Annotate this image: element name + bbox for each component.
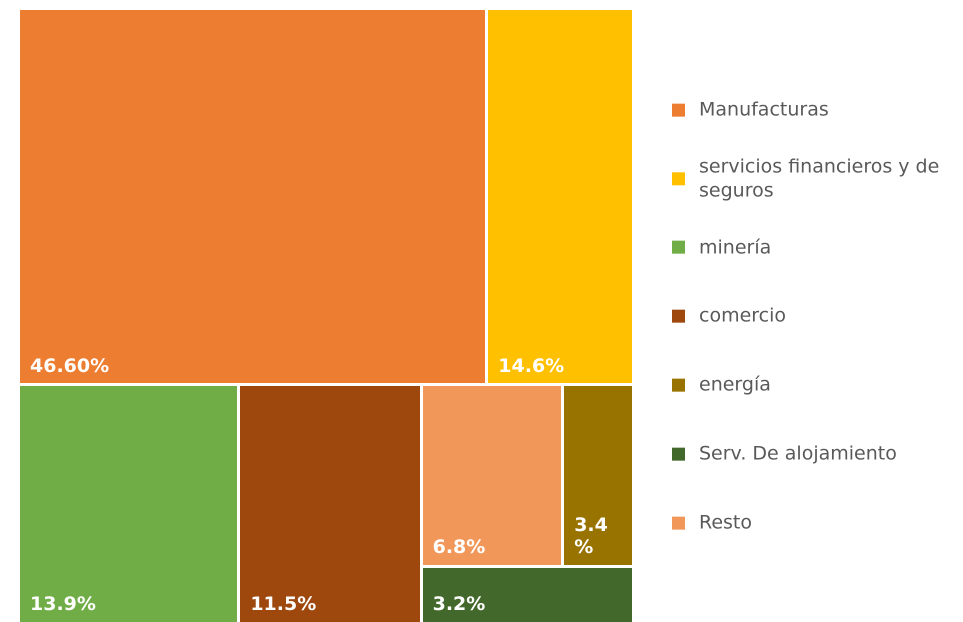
legend-swatch (672, 516, 685, 530)
legend-item: comercio (672, 304, 962, 329)
legend-label: energía (699, 373, 771, 396)
legend-item: Manufacturas (672, 98, 962, 123)
value-label: 3.2% (432, 593, 486, 616)
tile: 46.60% (20, 10, 486, 384)
legend-swatch (672, 447, 685, 461)
legend-label: minería (699, 236, 772, 259)
tile: 3.4 % (564, 386, 632, 565)
value-label: 6.8% (432, 536, 486, 559)
legend-label: Serv. De alojamiento (699, 442, 897, 465)
legend-item: Serv. De alojamiento (672, 442, 962, 467)
legend-item: minería (672, 235, 962, 260)
value-label: 46.60% (30, 354, 110, 377)
value-label: 11.5% (250, 593, 317, 616)
legend-item: energía (672, 373, 962, 398)
legend-label: comercio (699, 305, 787, 328)
legend-swatch (672, 103, 685, 117)
value-label: 13.9% (30, 593, 96, 616)
legend-swatch (672, 241, 685, 255)
legend-swatch (672, 378, 685, 392)
legend-item: Resto (672, 510, 962, 535)
legend-label: Manufacturas (699, 98, 829, 121)
tile: 14.6% (488, 10, 632, 384)
value-label: 14.6% (498, 354, 565, 377)
tile: 13.9% (20, 386, 238, 622)
tile: 3.2% (422, 568, 632, 622)
legend-item: servicios financieros y de seguros (672, 154, 962, 203)
tile: 11.5% (240, 386, 420, 622)
tile: 6.8% (422, 386, 562, 565)
legend-label: Resto (699, 511, 753, 534)
value-label: 3.4 % (574, 514, 608, 559)
legend-label: servicios financieros y de seguros (699, 155, 940, 202)
legend-swatch (672, 172, 685, 186)
legend-swatch (672, 309, 685, 323)
